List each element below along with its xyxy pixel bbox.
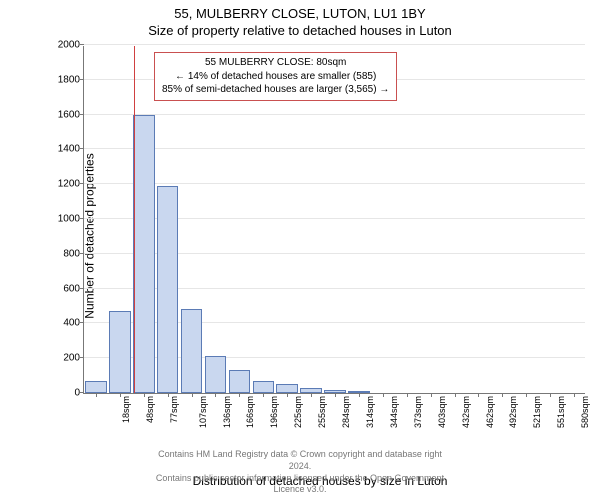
footer-attribution: Contains HM Land Registry data © Crown c…	[150, 449, 450, 496]
x-tick-mark	[144, 393, 145, 397]
page-title-1: 55, MULBERRY CLOSE, LUTON, LU1 1BY	[0, 0, 600, 21]
x-tick-label: 344sqm	[389, 396, 399, 428]
y-tick-label: 2000	[54, 40, 80, 51]
x-tick-label: 166sqm	[246, 396, 256, 428]
y-tick-label: 0	[54, 388, 80, 399]
x-tick-label: 225sqm	[293, 396, 303, 428]
gridline	[84, 44, 585, 45]
x-tick-label: 136sqm	[222, 396, 232, 428]
gridline	[84, 183, 585, 184]
y-tick-mark	[80, 288, 84, 289]
y-tick-label: 400	[54, 318, 80, 329]
chart-container: Number of detached properties 0200400600…	[55, 46, 585, 426]
marker-line	[134, 46, 135, 393]
x-tick-mark	[502, 393, 503, 397]
x-tick-label: 580sqm	[580, 396, 590, 428]
x-tick-label: 373sqm	[413, 396, 423, 428]
annotation-box: 55 MULBERRY CLOSE: 80sqm← 14% of detache…	[154, 52, 397, 101]
y-tick-mark	[80, 44, 84, 45]
x-tick-mark	[431, 393, 432, 397]
y-tick-label: 1400	[54, 144, 80, 155]
x-tick-label: 18sqm	[121, 396, 131, 423]
x-tick-label: 196sqm	[269, 396, 279, 428]
x-tick-mark	[335, 393, 336, 397]
bar	[229, 370, 251, 393]
x-tick-mark	[407, 393, 408, 397]
x-tick-label: 403sqm	[437, 396, 447, 428]
bar	[181, 309, 203, 393]
y-tick-label: 200	[54, 353, 80, 364]
bar	[133, 115, 155, 393]
x-tick-mark	[168, 393, 169, 397]
x-tick-label: 521sqm	[532, 396, 542, 428]
y-tick-mark	[80, 253, 84, 254]
page-title-2: Size of property relative to detached ho…	[0, 21, 600, 38]
x-tick-label: 77sqm	[169, 396, 179, 423]
x-tick-mark	[263, 393, 264, 397]
x-tick-mark	[311, 393, 312, 397]
x-tick-label: 107sqm	[198, 396, 208, 428]
y-tick-mark	[80, 114, 84, 115]
y-tick-mark	[80, 357, 84, 358]
bar	[205, 356, 227, 393]
plot-area: 020040060080010001200140016001800200018s…	[83, 46, 585, 394]
gridline	[84, 114, 585, 115]
x-tick-label: 432sqm	[461, 396, 471, 428]
bar	[85, 381, 107, 393]
bar	[253, 381, 275, 393]
y-tick-mark	[80, 148, 84, 149]
x-tick-label: 492sqm	[508, 396, 518, 428]
x-tick-mark	[550, 393, 551, 397]
x-tick-mark	[478, 393, 479, 397]
x-tick-label: 551sqm	[556, 396, 566, 428]
annotation-line: ← 14% of detached houses are smaller (58…	[162, 70, 389, 84]
y-tick-label: 1000	[54, 214, 80, 225]
annotation-line: 55 MULBERRY CLOSE: 80sqm	[162, 56, 389, 70]
x-tick-label: 314sqm	[365, 396, 375, 428]
x-tick-mark	[120, 393, 121, 397]
gridline	[84, 148, 585, 149]
x-tick-mark	[383, 393, 384, 397]
y-tick-label: 600	[54, 283, 80, 294]
bar	[276, 384, 298, 393]
x-tick-mark	[192, 393, 193, 397]
x-tick-mark	[526, 393, 527, 397]
x-tick-label: 284sqm	[341, 396, 351, 428]
footer-line-1: Contains HM Land Registry data © Crown c…	[150, 449, 450, 472]
y-tick-mark	[80, 218, 84, 219]
bar	[109, 311, 131, 393]
x-tick-mark	[215, 393, 216, 397]
y-tick-mark	[80, 183, 84, 184]
x-tick-label: 462sqm	[485, 396, 495, 428]
bar	[157, 186, 179, 393]
annotation-line: 85% of semi-detached houses are larger (…	[162, 83, 389, 97]
y-tick-label: 800	[54, 248, 80, 259]
x-tick-label: 255sqm	[317, 396, 327, 428]
y-tick-label: 1600	[54, 109, 80, 120]
x-tick-mark	[96, 393, 97, 397]
x-tick-mark	[359, 393, 360, 397]
y-tick-label: 1200	[54, 179, 80, 190]
x-tick-mark	[287, 393, 288, 397]
y-tick-mark	[80, 392, 84, 393]
footer-line-2: Contains public sector information licen…	[150, 473, 450, 496]
x-tick-mark	[239, 393, 240, 397]
x-tick-label: 48sqm	[145, 396, 155, 423]
y-tick-mark	[80, 79, 84, 80]
y-tick-mark	[80, 322, 84, 323]
x-tick-mark	[455, 393, 456, 397]
x-tick-mark	[574, 393, 575, 397]
y-tick-label: 1800	[54, 74, 80, 85]
